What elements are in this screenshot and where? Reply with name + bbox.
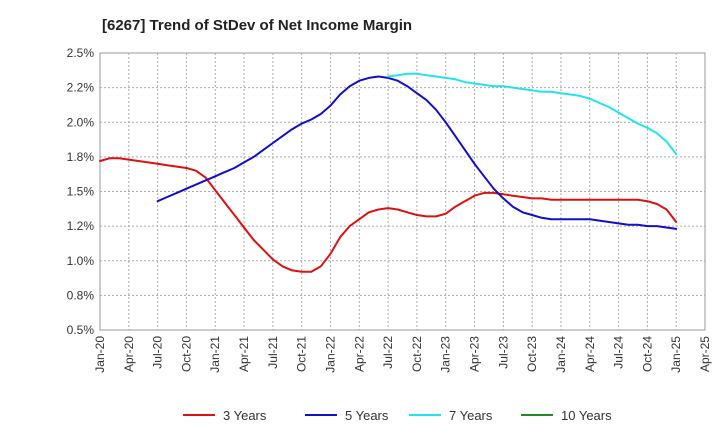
x-tick-label: Oct-20 — [179, 336, 193, 372]
y-tick-label: 0.5% — [67, 323, 95, 337]
legend-label: 10 Years — [561, 408, 612, 423]
series-line — [156, 75, 678, 230]
x-tick-label: Apr-21 — [237, 336, 251, 372]
legend-label: 7 Years — [449, 408, 493, 423]
legend-label: 3 Years — [223, 408, 267, 423]
series-line — [99, 157, 678, 273]
x-tick-label: Oct-24 — [640, 336, 654, 372]
x-tick-label: Apr-25 — [698, 336, 712, 372]
x-tick-label: Apr-22 — [352, 336, 366, 372]
legend: 3 Years 5 Years 7 Years 10 Years — [183, 408, 612, 423]
legend-label: 5 Years — [345, 408, 389, 423]
y-tick-label: 1.0% — [67, 254, 95, 268]
x-tick-label: Jan-24 — [554, 336, 568, 373]
y-axis-ticks: 0.5% 0.8% 1.0% 1.2% 1.5% 1.8% 2.0% 2.2% 2.5% — [67, 46, 95, 337]
plot-border — [99, 52, 706, 331]
series-lines — [99, 72, 678, 273]
grid-lines — [100, 53, 705, 330]
x-tick-label: Jul-24 — [612, 336, 626, 369]
y-tick-label: 2.2% — [67, 81, 95, 95]
x-tick-label: Apr-23 — [468, 336, 482, 372]
y-tick-label: 2.5% — [67, 46, 95, 60]
x-tick-label: Jan-25 — [669, 336, 683, 373]
x-tick-label: Jul-23 — [496, 336, 510, 369]
y-tick-label: 1.5% — [67, 185, 95, 199]
series-line — [387, 72, 678, 156]
x-tick-label: Oct-21 — [295, 336, 309, 372]
x-tick-label: Jan-23 — [439, 336, 453, 373]
x-tick-label: Apr-20 — [122, 336, 136, 372]
y-tick-label: 1.8% — [67, 150, 95, 164]
x-tick-label: Apr-24 — [583, 336, 597, 372]
chart-title: [6267] Trend of StDev of Net Income Marg… — [102, 17, 412, 34]
x-tick-label: Oct-23 — [525, 336, 539, 372]
x-tick-label: Jul-21 — [266, 336, 280, 369]
x-axis-ticks: Jan-20 Apr-20 Jul-20 Oct-20 Jan-21 Apr-21 Jul-… — [93, 336, 712, 373]
x-tick-label: Jul-20 — [151, 336, 165, 369]
x-tick-label: Jul-22 — [381, 336, 395, 369]
plot-area — [99, 52, 706, 331]
x-tick-label: Jan-22 — [323, 336, 337, 373]
y-tick-label: 0.8% — [67, 288, 95, 302]
x-tick-label: Jan-20 — [93, 336, 107, 373]
x-tick-label: Jan-21 — [208, 336, 222, 373]
y-tick-label: 2.0% — [67, 115, 95, 129]
x-tick-label: Oct-22 — [410, 336, 424, 372]
y-tick-label: 1.2% — [67, 219, 95, 233]
